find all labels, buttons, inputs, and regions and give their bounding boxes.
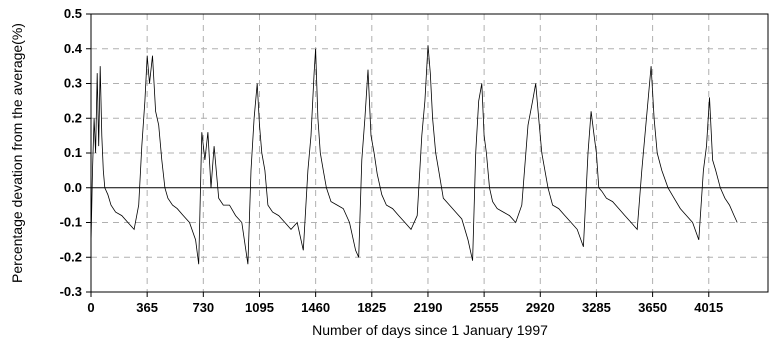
- x-tick-label: 2555: [470, 300, 499, 315]
- y-tick-label: 0.4: [64, 41, 83, 56]
- x-tick-label: 1095: [245, 300, 274, 315]
- y-tick-label: 0.3: [64, 76, 82, 91]
- grid-layer: [91, 14, 768, 292]
- tick-layer: -0.3 -0.2 -0.1 0.0 0.1 0.2 0.3 0.4 0.5 0 365 730 109…: [60, 6, 724, 315]
- series-layer: [90, 45, 738, 265]
- x-tick-label: 3650: [638, 300, 667, 315]
- y-tick-label: -0.3: [60, 284, 82, 299]
- plot-frame: [90, 13, 769, 293]
- x-tick-label: 4015: [694, 300, 723, 315]
- x-tick-label: 3285: [582, 300, 611, 315]
- x-tick-label: 730: [192, 300, 214, 315]
- x-tick-label: 1460: [301, 300, 330, 315]
- series-line-0: [90, 45, 738, 265]
- y-tick-label: -0.2: [60, 249, 82, 264]
- y-tick-label: 0.1: [64, 145, 82, 160]
- x-tick-label: 0: [87, 300, 94, 315]
- x-axis-title: Number of days since 1 January 1997: [312, 322, 548, 338]
- x-tick-label: 1825: [357, 300, 386, 315]
- x-tick-label: 2920: [526, 300, 555, 315]
- x-tick-label: 365: [136, 300, 158, 315]
- x-tick-label: 2190: [414, 300, 443, 315]
- y-tick-label: 0.2: [64, 110, 82, 125]
- y-tick-label: -0.1: [60, 215, 82, 230]
- y-axis-title: Percentage devation from the average(%): [9, 23, 25, 283]
- y-tick-label: 0.0: [64, 180, 82, 195]
- y-tick-label: 0.5: [64, 6, 82, 21]
